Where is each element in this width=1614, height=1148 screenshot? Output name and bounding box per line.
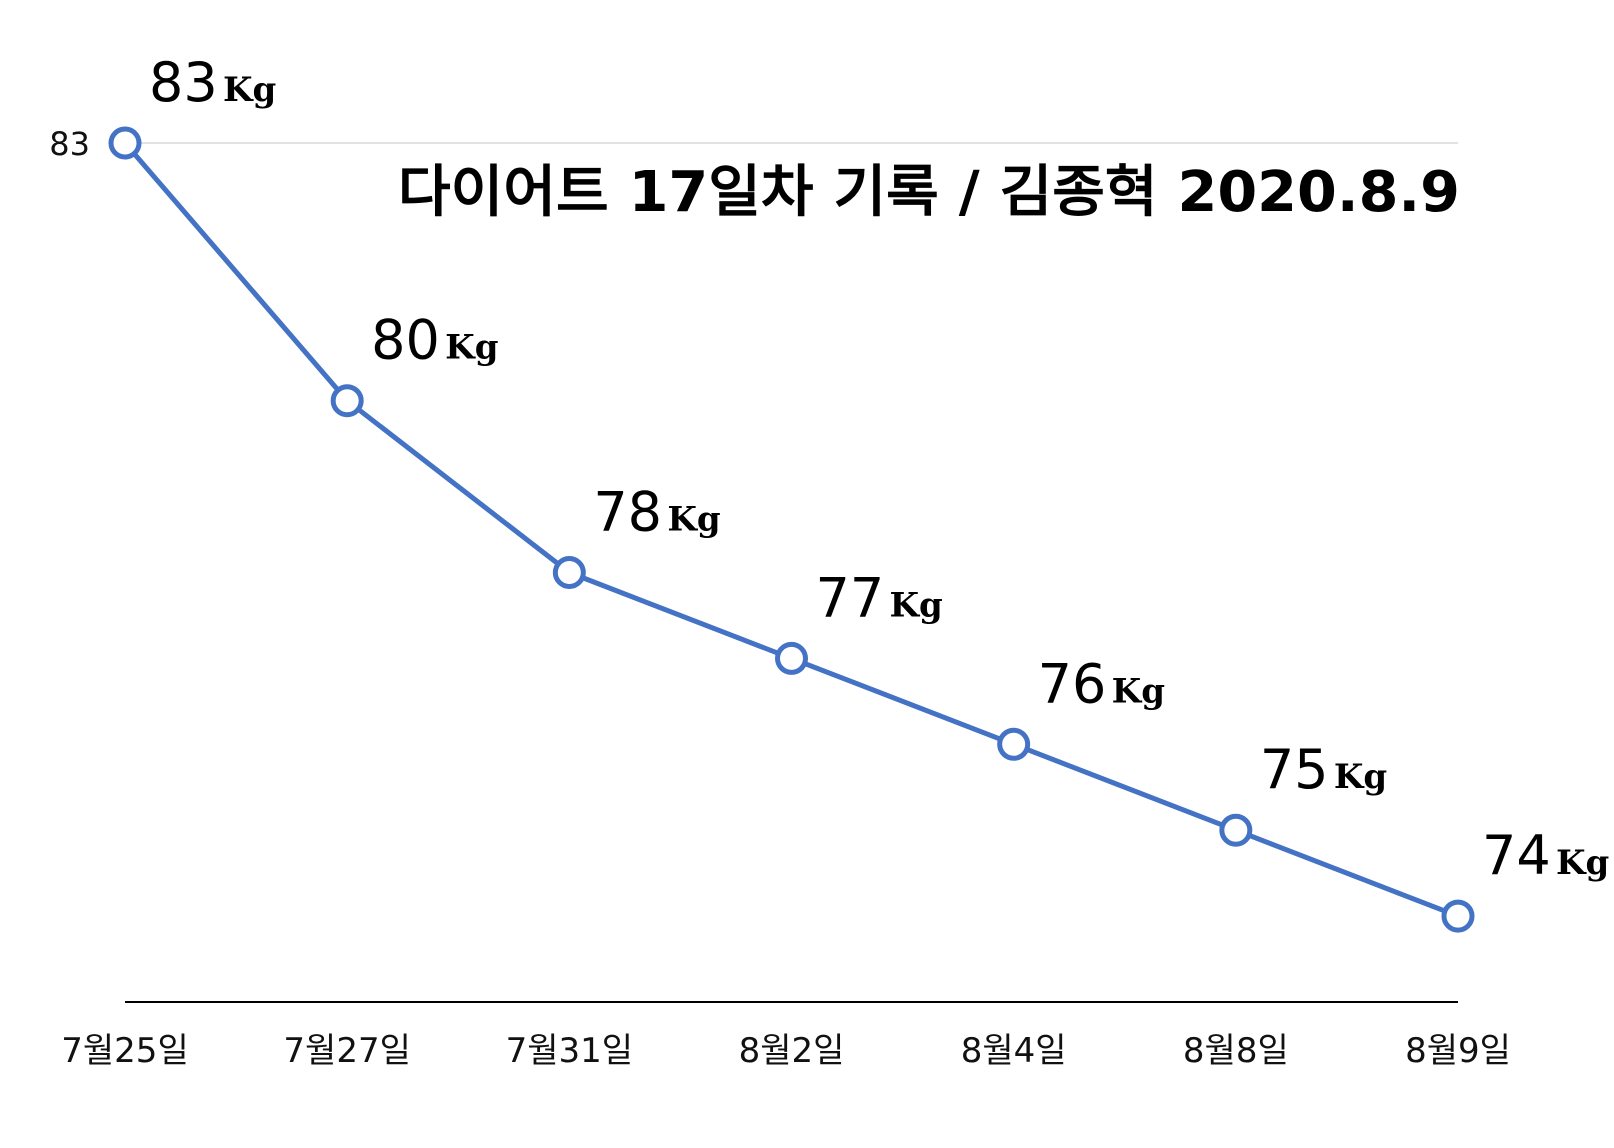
data-label-unit: Kg: [1112, 671, 1165, 711]
data-point-marker: [997, 727, 1031, 761]
x-tick-label: 8월8일: [1183, 1031, 1289, 1071]
data-label: 75 Kg: [1260, 738, 1387, 801]
y-tick-label: 83: [49, 125, 90, 163]
x-tick-label: 7월31일: [506, 1031, 633, 1071]
data-label-unit: Kg: [1556, 843, 1609, 883]
data-label-value: 80: [371, 309, 440, 372]
data-label-value: 83: [149, 51, 218, 114]
data-point-marker: [1219, 813, 1253, 847]
data-label-unit: Kg: [1334, 757, 1387, 797]
data-label: 76 Kg: [1038, 652, 1165, 715]
data-point-marker: [775, 641, 808, 675]
x-tick-label: 7월27일: [283, 1031, 410, 1071]
x-tick-label: 7월25일: [61, 1031, 188, 1071]
data-label: 74 Kg: [1482, 824, 1609, 887]
data-label: 78 Kg: [593, 481, 720, 544]
x-tick-label: 8월2일: [739, 1031, 845, 1071]
data-point-marker: [552, 556, 586, 589]
data-label: 83 Kg: [149, 51, 276, 114]
data-label-unit: Kg: [667, 500, 720, 540]
data-label-unit: Kg: [223, 70, 276, 110]
data-point-marker: [108, 126, 142, 160]
x-tick-label: 8월4일: [961, 1031, 1067, 1071]
chart-title: 다이어트 17일차 기록 / 김종혁 2020.8.9: [398, 160, 1460, 225]
data-label-value: 74: [1482, 824, 1551, 887]
data-point-marker: [330, 384, 364, 418]
data-label: 80 Kg: [371, 309, 498, 372]
data-label: 77 Kg: [816, 566, 943, 629]
data-label-value: 75: [1260, 738, 1329, 801]
x-tick-labels-group: 7월25일 7월27일 7월31일 8월2일 8월4일 8월8일 8월9일: [61, 1031, 1511, 1071]
data-label-value: 76: [1038, 652, 1107, 715]
data-label-value: 78: [593, 481, 662, 544]
data-label-unit: Kg: [445, 328, 498, 368]
markers-group: [108, 126, 1475, 933]
x-tick-label: 8월9일: [1405, 1031, 1511, 1071]
data-label-value: 77: [816, 566, 885, 629]
data-label-unit: Kg: [890, 585, 943, 625]
data-point-marker: [1441, 899, 1475, 933]
